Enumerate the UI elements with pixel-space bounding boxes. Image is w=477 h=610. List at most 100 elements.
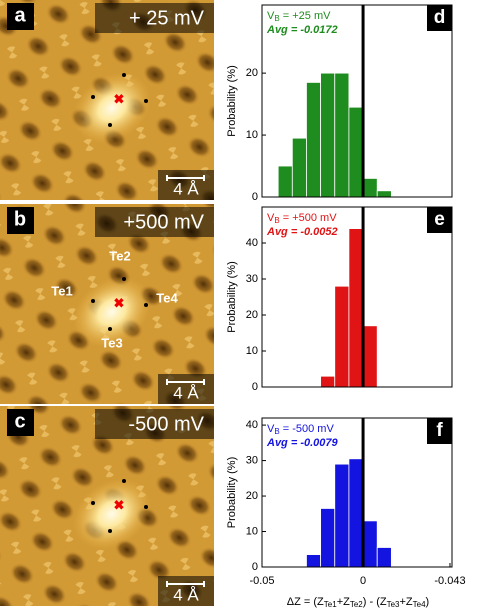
y-tick-label: 0 xyxy=(252,561,258,573)
scale-bar xyxy=(166,379,205,385)
bias-label: + 25 mV xyxy=(129,7,205,29)
bar xyxy=(334,463,350,568)
legend-part: B xyxy=(274,14,279,23)
atom-dot xyxy=(144,99,148,103)
axes-frame xyxy=(261,4,453,198)
x-label-part: ) xyxy=(426,596,430,608)
legend-bias: VB = +25 mV xyxy=(267,10,331,23)
bar xyxy=(306,82,322,198)
y-tick-label: 10 xyxy=(246,129,258,141)
scale-label: 4 Å xyxy=(173,179,199,198)
atom-dot xyxy=(122,479,126,483)
bar xyxy=(362,325,378,388)
stm-images: ✖ a + 25 mV 4 Å ✖ b +500 mV 4 Å Te1 Te2 Te3 Te4 ✖ c -5… xyxy=(0,0,214,606)
legend-part: = +25 mV xyxy=(280,10,331,22)
bias-box xyxy=(95,3,214,33)
bias-box xyxy=(95,207,214,237)
y-axis-label: Probability (%) xyxy=(226,457,238,529)
x-label-part: Te3 xyxy=(387,600,400,609)
y-axis-label: Probability (%) xyxy=(226,65,238,137)
defect-marker: ✖ xyxy=(114,497,125,512)
x-label-part: ΔZ = (Z xyxy=(287,596,324,608)
scale-bar xyxy=(166,581,205,587)
panel-letter-box xyxy=(7,207,34,234)
bar xyxy=(306,554,322,568)
legend-part: V xyxy=(267,423,275,435)
legend-part: = +500 mV xyxy=(280,212,338,224)
scale-bar xyxy=(166,175,205,181)
panel-letter: e xyxy=(434,209,445,230)
stm-panel: ✖ c -500 mV 4 Å xyxy=(0,406,214,606)
atom-dot xyxy=(122,277,126,281)
legend-bias: VB = -500 mV xyxy=(267,423,334,436)
atom-dot xyxy=(144,505,148,509)
legend-part: B xyxy=(274,427,279,436)
atom-dot xyxy=(91,501,95,505)
bar xyxy=(376,547,392,568)
bar xyxy=(362,178,378,198)
atom-label: Te1 xyxy=(51,283,72,298)
atom-dot xyxy=(122,73,126,77)
atom-label: Te2 xyxy=(109,248,130,263)
bar xyxy=(277,165,293,198)
x-label-part: +Z xyxy=(399,596,412,608)
bright-spot xyxy=(73,276,151,348)
x-label-part: Te1 xyxy=(324,600,337,609)
panel-letter-box xyxy=(427,5,452,31)
y-tick-label: 20 xyxy=(246,309,258,321)
bar xyxy=(348,106,364,198)
defect-marker: ✖ xyxy=(114,295,125,310)
bar xyxy=(334,72,350,198)
stm-panel: ✖ b +500 mV 4 Å Te1 Te2 Te3 Te4 xyxy=(0,204,214,404)
legend-part: V xyxy=(267,10,275,22)
x-tick-label: 0 xyxy=(360,575,366,587)
bar xyxy=(348,228,364,388)
legend-bias: VB = +500 mV xyxy=(267,212,337,225)
axes-frame xyxy=(261,417,453,568)
bias-label: -500 mV xyxy=(128,413,204,435)
atom-dot xyxy=(108,327,112,331)
bar xyxy=(320,72,336,198)
y-tick-label: 20 xyxy=(246,490,258,502)
x-tick-label: -0.043 xyxy=(434,575,465,587)
atom-dot xyxy=(91,299,95,303)
atom-dot xyxy=(144,303,148,307)
legend-avg: Avg = -0.0172 xyxy=(266,24,338,36)
y-tick-label: 10 xyxy=(246,525,258,537)
legend-avg: Avg = -0.0079 xyxy=(266,437,339,449)
legend-part: B xyxy=(274,216,279,225)
panel-letter-box xyxy=(427,418,452,444)
scale-label: 4 Å xyxy=(173,585,199,604)
panel-letter-box xyxy=(7,409,34,436)
atom-dot xyxy=(108,529,112,533)
panel-letter: c xyxy=(14,410,25,432)
x-axis-label: ΔZ = (ZTe1+ZTe2) - (ZTe3+ZTe4) xyxy=(287,596,429,609)
x-label-part: Te2 xyxy=(350,600,363,609)
bias-box xyxy=(95,409,214,439)
bar xyxy=(362,520,378,568)
bright-spot xyxy=(73,72,151,144)
panel-letter-box xyxy=(427,207,452,233)
y-tick-label: 30 xyxy=(246,273,258,285)
scale-label: 4 Å xyxy=(173,383,199,402)
x-label-part: ) - (Z xyxy=(363,596,387,608)
legend-part: V xyxy=(267,212,275,224)
panel-letter: b xyxy=(14,208,26,230)
panel-letter: a xyxy=(14,4,26,26)
y-tick-label: 40 xyxy=(246,237,258,249)
panel-letter: f xyxy=(436,420,443,441)
y-tick-label: 0 xyxy=(252,381,258,393)
bar xyxy=(334,285,350,388)
y-tick-label: 30 xyxy=(246,454,258,466)
panel-letter: d xyxy=(434,7,446,28)
atom-dot xyxy=(91,95,95,99)
axes-frame xyxy=(261,206,453,388)
x-label-part: +Z xyxy=(337,596,350,608)
atom-label: Te3 xyxy=(101,335,122,350)
atom-label: Te4 xyxy=(156,290,178,305)
x-tick-label: -0.05 xyxy=(249,575,274,587)
